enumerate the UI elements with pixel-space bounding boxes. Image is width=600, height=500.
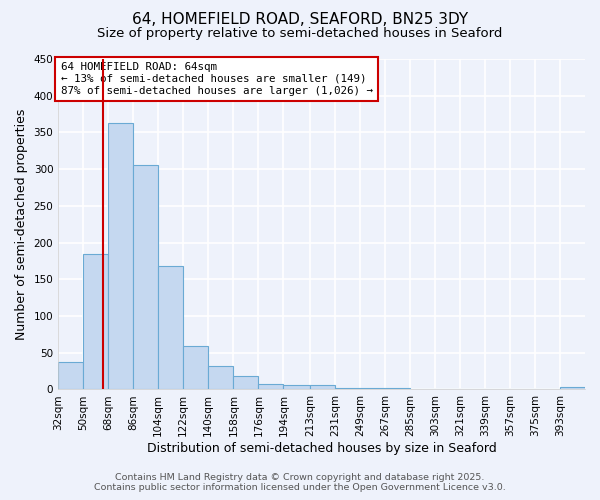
Bar [183,346,208,390]
Bar [385,388,410,390]
Bar [233,376,259,390]
Text: Size of property relative to semi-detached houses in Seaford: Size of property relative to semi-detach… [97,28,503,40]
Bar [310,385,335,390]
Bar [208,366,233,390]
Bar [485,388,510,390]
Bar [560,388,585,390]
Text: 64 HOMEFIELD ROAD: 64sqm
← 13% of semi-detached houses are smaller (149)
87% of : 64 HOMEFIELD ROAD: 64sqm ← 13% of semi-d… [61,62,373,96]
Bar [259,384,283,390]
Bar [410,388,435,390]
Text: 64, HOMEFIELD ROAD, SEAFORD, BN25 3DY: 64, HOMEFIELD ROAD, SEAFORD, BN25 3DY [132,12,468,28]
X-axis label: Distribution of semi-detached houses by size in Seaford: Distribution of semi-detached houses by … [147,442,496,455]
Y-axis label: Number of semi-detached properties: Number of semi-detached properties [15,108,28,340]
Bar [83,254,108,390]
Bar [133,164,158,390]
Text: Contains HM Land Registry data © Crown copyright and database right 2025.
Contai: Contains HM Land Registry data © Crown c… [94,473,506,492]
Bar [360,388,385,390]
Bar [158,266,183,390]
Bar [108,123,133,390]
Bar [335,388,360,390]
Bar [283,385,310,390]
Bar [58,362,83,390]
